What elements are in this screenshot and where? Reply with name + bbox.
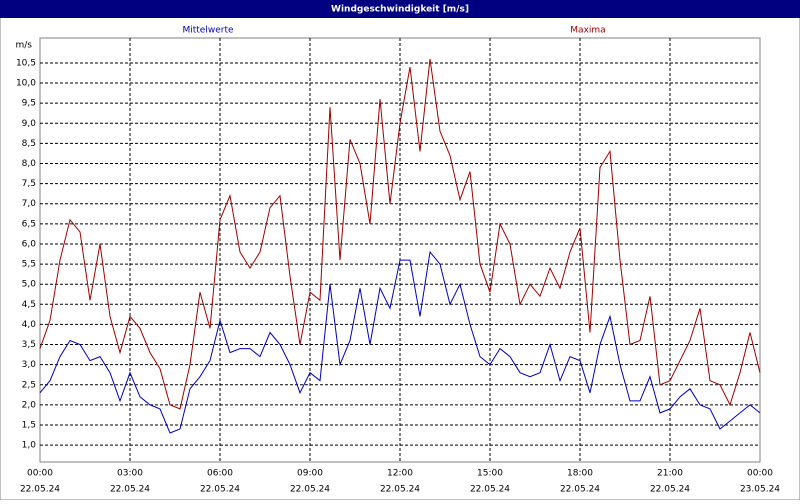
y-tick-label: 3,0 — [22, 360, 37, 370]
y-tick-label: 6,0 — [22, 239, 37, 249]
series-line — [39, 250, 761, 434]
x-tick-date: 22.05.24 — [560, 485, 600, 495]
y-tick-label: 5,0 — [22, 280, 37, 290]
x-tick-label: 06:00 — [207, 469, 233, 479]
x-tick-label: 15:00 — [477, 469, 503, 479]
x-tick-date: 22.05.24 — [20, 485, 60, 495]
x-tick-date: 22.05.24 — [110, 485, 150, 495]
y-tick-label: 4,5 — [22, 300, 36, 310]
x-tick-date: 22.05.24 — [650, 485, 690, 495]
y-tick-label: 2,0 — [22, 400, 37, 410]
x-tick-label: 00:00 — [27, 469, 53, 479]
y-tick-label: 7,0 — [22, 199, 37, 209]
chart-title: Windgeschwindigkeit [m/s] — [331, 5, 469, 15]
x-tick-date: 22.05.24 — [200, 485, 240, 495]
y-axis-label: m/s — [16, 41, 33, 51]
legend-entry: Mittelwerte — [182, 26, 233, 36]
y-tick-label: 4,0 — [22, 320, 37, 330]
y-tick-label: 9,0 — [22, 119, 37, 129]
y-tick-label: 2,5 — [22, 380, 36, 390]
x-tick-label: 09:00 — [297, 469, 323, 479]
y-tick-label: 1,0 — [22, 441, 37, 451]
x-tick-label: 03:00 — [117, 469, 143, 479]
x-tick-date: 22.05.24 — [290, 485, 330, 495]
x-tick-label: 18:00 — [567, 469, 593, 479]
y-tick-label: 7,5 — [22, 179, 36, 189]
y-tick-label: 3,5 — [22, 340, 36, 350]
y-tick-label: 10,0 — [16, 79, 36, 89]
x-tick-date: 22.05.24 — [380, 485, 420, 495]
x-tick-label: 12:00 — [387, 469, 413, 479]
title-bar — [0, 0, 800, 18]
series-line — [39, 58, 761, 410]
x-tick-label: 21:00 — [657, 469, 683, 479]
y-tick-label: 8,0 — [22, 159, 37, 169]
y-tick-label: 8,5 — [22, 139, 36, 149]
y-tick-label: 1,5 — [22, 420, 36, 430]
y-tick-label: 5,5 — [22, 260, 36, 270]
x-tick-date: 23.05.24 — [740, 485, 780, 495]
x-tick-date: 22.05.24 — [470, 485, 510, 495]
legend-entry: Maxima — [570, 26, 605, 36]
y-tick-label: 10,5 — [16, 58, 36, 68]
y-tick-label: 9,5 — [22, 99, 36, 109]
y-tick-label: 6,5 — [22, 219, 36, 229]
x-tick-label: 00:00 — [747, 469, 773, 479]
